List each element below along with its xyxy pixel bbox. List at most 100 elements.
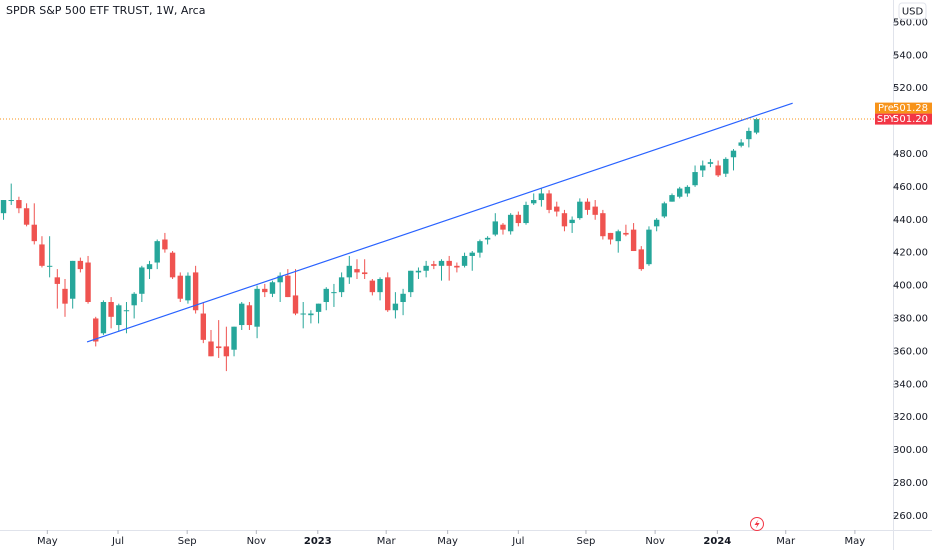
candle-body xyxy=(93,318,99,342)
candle-body xyxy=(538,193,545,201)
candle-body xyxy=(507,214,514,232)
candle-body xyxy=(185,275,191,301)
candle-body xyxy=(16,200,22,209)
candle-body xyxy=(500,224,506,230)
x-tick-label: Jul xyxy=(511,536,524,547)
candle-body xyxy=(546,193,552,210)
candle-body xyxy=(177,275,183,299)
candle-body xyxy=(146,264,153,270)
candle-body xyxy=(607,232,614,240)
candle-body xyxy=(661,203,668,217)
y-tick-label: 320.00 xyxy=(893,412,928,423)
candle-body xyxy=(438,260,445,266)
x-tick-label: Jul xyxy=(111,536,124,547)
candle-body xyxy=(231,326,237,350)
candle-body xyxy=(638,249,644,270)
plot xyxy=(0,117,760,372)
candle-body xyxy=(677,188,683,197)
x-tick-label: Nov xyxy=(645,536,665,547)
currency-label[interactable]: USD xyxy=(902,7,924,18)
candle-body xyxy=(331,292,337,294)
candle-body xyxy=(569,219,575,224)
y-tick-label: 340.00 xyxy=(893,379,928,390)
candle-body xyxy=(292,295,299,314)
y-tick-label: 560.00 xyxy=(893,17,928,28)
candle-body xyxy=(277,275,283,283)
candle-body xyxy=(354,269,360,273)
currency-button[interactable] xyxy=(898,2,927,20)
x-tick-label: 2023 xyxy=(304,536,332,547)
candle-body xyxy=(139,267,145,294)
candle-body xyxy=(592,206,598,215)
candle-body xyxy=(123,310,130,312)
candle-body xyxy=(730,150,737,158)
candle-body xyxy=(753,119,760,133)
x-tick-label: May xyxy=(37,536,58,547)
x-tick-label: Mar xyxy=(377,536,397,547)
candle-body xyxy=(169,252,176,278)
axes: 260.00 280.00 300.00 320.00 340.00 360.00 380.… xyxy=(37,17,928,547)
candle-body xyxy=(531,200,537,204)
chart-title: SPDR S&P 500 ETF TRUST, 1W, Arca xyxy=(6,4,205,17)
candle-body xyxy=(100,302,107,334)
candle-body xyxy=(461,255,468,266)
price-label-name: Pre xyxy=(878,103,894,114)
candle-body xyxy=(446,260,452,266)
x-tick-label: Nov xyxy=(247,536,267,547)
candle-body xyxy=(46,265,53,267)
x-tick-label: May xyxy=(437,536,458,547)
candle-body xyxy=(630,229,637,252)
candle-body xyxy=(131,293,137,306)
candle-body xyxy=(600,213,606,237)
candle-body xyxy=(423,265,429,271)
candle-body xyxy=(615,231,621,242)
candle-body xyxy=(653,219,660,227)
candle-body xyxy=(361,272,368,275)
candle-body xyxy=(646,229,652,265)
candle-body xyxy=(369,280,376,293)
y-tick-label: 440.00 xyxy=(893,215,928,226)
candle-body xyxy=(108,302,114,317)
candle-body xyxy=(684,186,691,194)
candle-body xyxy=(715,165,721,176)
candle-body xyxy=(400,293,406,303)
candle-body xyxy=(8,200,14,202)
y-tick-label: 480.00 xyxy=(893,149,928,160)
candle-body xyxy=(385,277,391,311)
candle-body xyxy=(454,265,460,268)
candle-body xyxy=(62,288,68,304)
price-label-value: 501.20 xyxy=(893,114,928,125)
candle-body xyxy=(39,244,45,266)
candle-body xyxy=(408,270,414,293)
candle-body xyxy=(254,288,260,327)
price-label-value: 501.28 xyxy=(893,103,928,114)
y-tick-label: 380.00 xyxy=(893,313,928,324)
candle-body xyxy=(523,204,529,224)
candle-body xyxy=(338,277,345,293)
candle-body xyxy=(239,303,245,326)
x-tick-label: Mar xyxy=(776,536,796,547)
candle-body xyxy=(746,130,752,140)
y-tick-label: 360.00 xyxy=(893,346,928,357)
x-tick-label: Sep xyxy=(577,536,596,547)
candle-body xyxy=(723,158,729,174)
candle-body xyxy=(308,313,314,316)
candle-body xyxy=(85,262,91,303)
candle-body xyxy=(154,241,160,263)
replay-icon[interactable] xyxy=(750,517,764,531)
candle-body xyxy=(669,195,675,202)
candle-body xyxy=(262,288,268,293)
candle-body xyxy=(692,172,698,186)
price-label-box xyxy=(875,102,932,114)
candle-body xyxy=(23,208,30,225)
candle-body xyxy=(431,264,437,266)
candle-body xyxy=(469,252,475,256)
candle-body xyxy=(623,232,629,235)
candle-body xyxy=(54,277,61,284)
candle-body xyxy=(300,313,306,315)
candle-body xyxy=(162,239,168,250)
candle-body xyxy=(707,162,714,164)
candle-body xyxy=(323,288,329,303)
